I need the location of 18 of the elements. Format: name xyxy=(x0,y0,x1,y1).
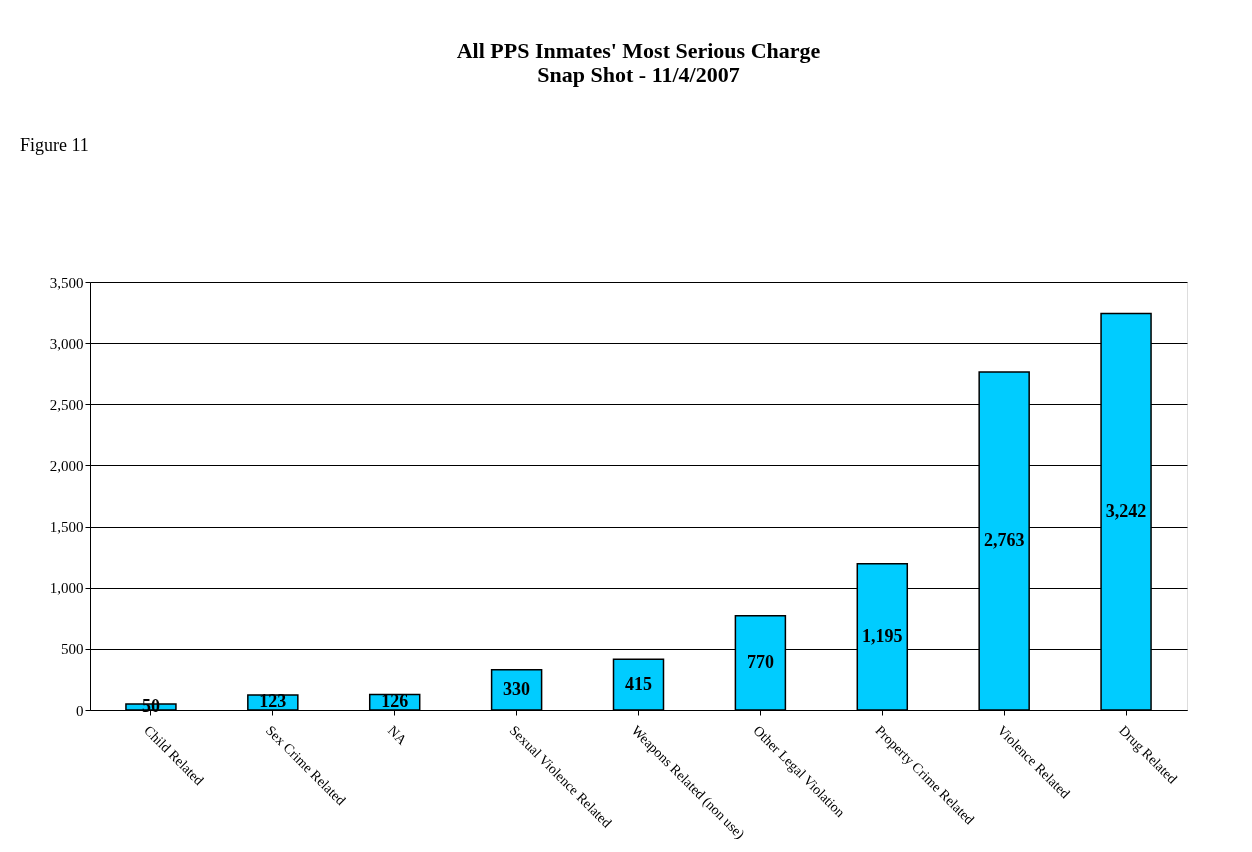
y-tick-label: 1,500 xyxy=(49,519,84,536)
y-tick-label: 1,000 xyxy=(49,580,84,597)
data-label: 415 xyxy=(625,673,652,694)
y-tick-label: 0 xyxy=(76,702,84,719)
data-label: 1,195 xyxy=(862,625,903,646)
data-label: 770 xyxy=(746,651,774,672)
x-tick-label: NA xyxy=(384,722,411,749)
y-tick-label: 3,000 xyxy=(49,335,84,352)
y-tick-label: 3,500 xyxy=(49,274,84,291)
data-label: 330 xyxy=(503,678,531,699)
data-label: 3,242 xyxy=(1105,500,1147,521)
y-tick-label: 2,000 xyxy=(49,457,84,474)
y-tick-label: 2,500 xyxy=(49,396,84,413)
chart-title: All PPS Inmates' Most Serious Charge Snap Shot - 11/4/2007 xyxy=(456,38,821,87)
data-label: 2,763 xyxy=(983,530,1025,551)
caption: Figure 11 xyxy=(20,135,89,155)
y-tick-label: 500 xyxy=(61,641,84,658)
data-label: 123 xyxy=(259,691,287,712)
